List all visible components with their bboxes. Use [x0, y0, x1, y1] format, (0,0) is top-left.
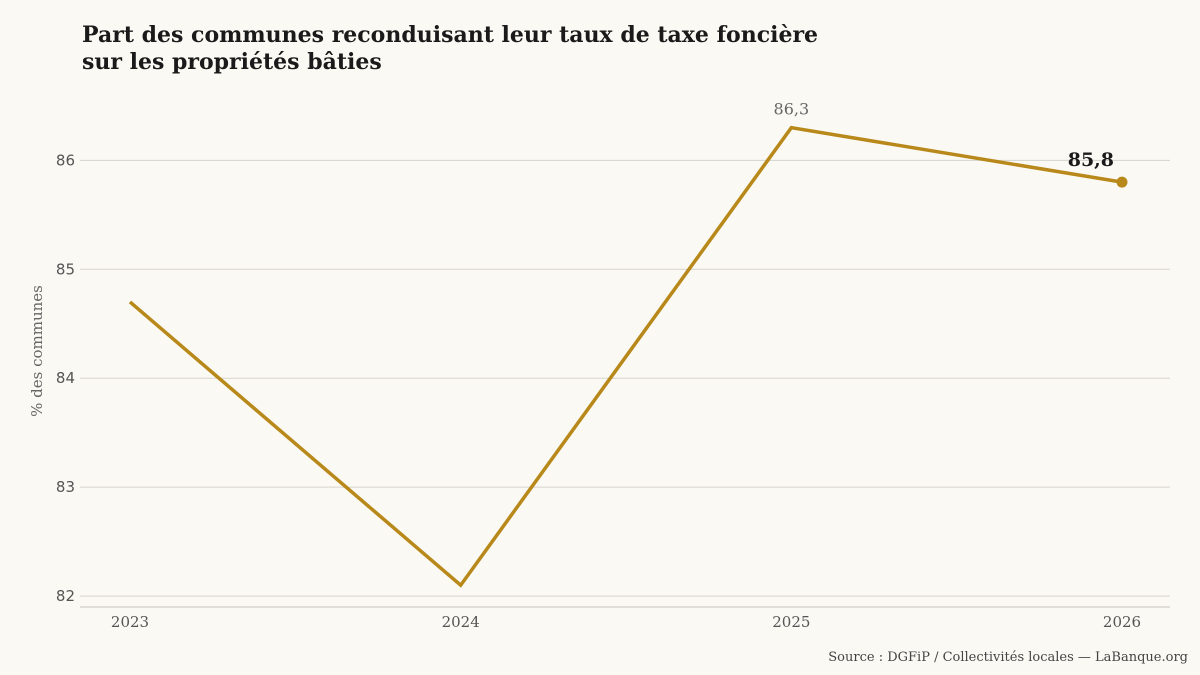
y-axis-label: % des communes — [28, 285, 46, 417]
x-tick-label: 2025 — [772, 613, 810, 631]
source-note: Source : DGFiP / Collectivités locales —… — [828, 650, 1188, 665]
chart-title-line-1: Part des communes reconduisant leur taux… — [82, 22, 819, 48]
y-tick-label: 82 — [56, 587, 75, 605]
x-tick-label: 2023 — [111, 613, 149, 631]
chart-title-line-2: sur les propriétés bâties — [82, 49, 382, 75]
x-tick-label: 2024 — [442, 613, 480, 631]
y-tick-label: 84 — [56, 369, 75, 387]
axes: 82 83 84 85 86 2023 2024 2025 2026 % des communes — [28, 151, 1170, 631]
x-tick-label: 2026 — [1103, 613, 1141, 631]
y-tick-label: 85 — [56, 260, 75, 278]
gridlines — [80, 159, 1170, 597]
y-tick-label: 83 — [56, 478, 75, 496]
end-point-marker — [1116, 176, 1128, 188]
chart-title: Part des communes reconduisant leur taux… — [82, 22, 982, 76]
series-line — [128, 125, 1123, 588]
data-label-last: 85,8 — [1068, 149, 1114, 171]
series — [128, 125, 1128, 588]
data-label: 86,3 — [774, 100, 810, 119]
data-labels: 86,3 85,8 — [774, 100, 1114, 171]
y-tick-label: 86 — [56, 151, 75, 169]
